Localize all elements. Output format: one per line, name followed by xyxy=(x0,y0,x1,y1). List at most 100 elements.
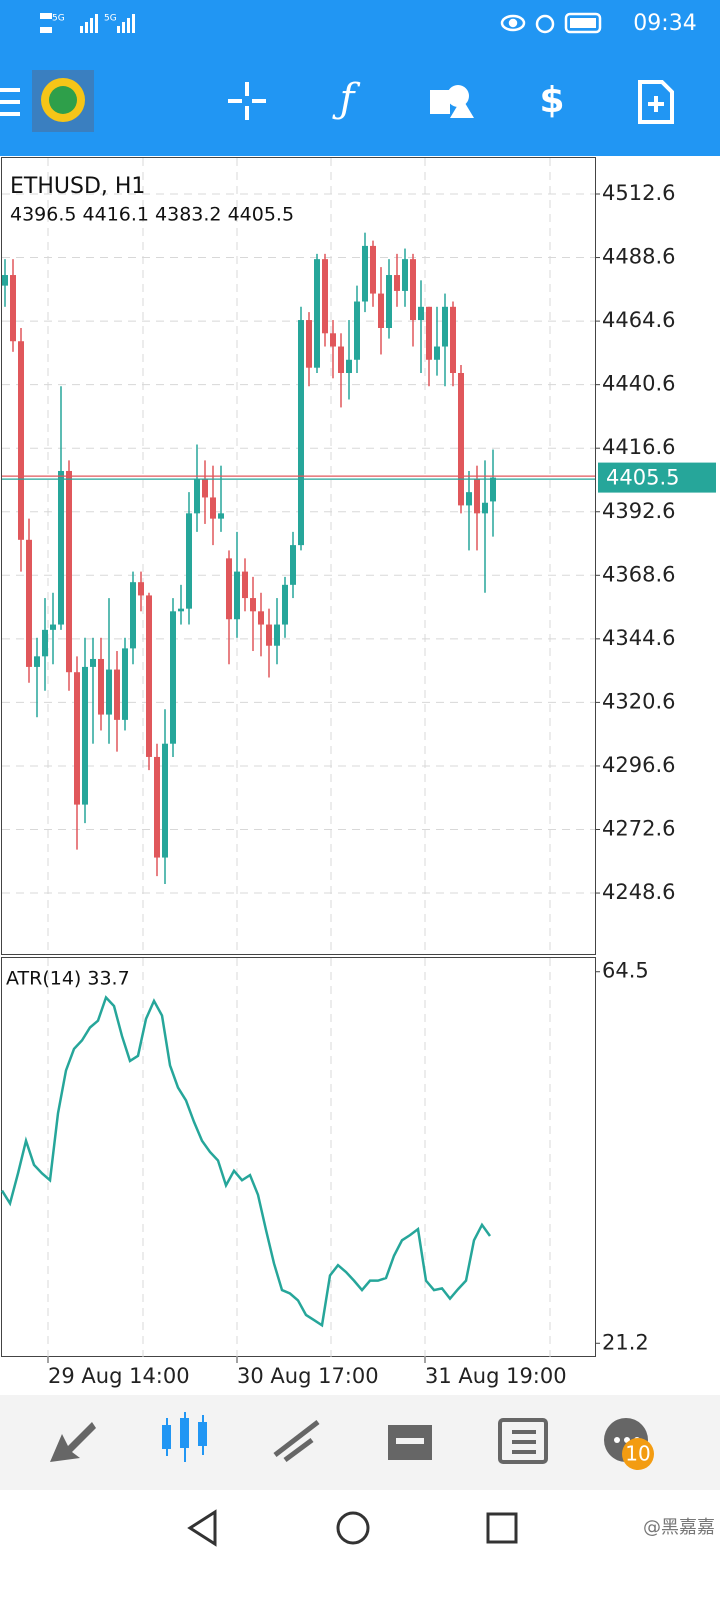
y-tick-label: 4512.6 xyxy=(602,181,675,205)
candle-body xyxy=(402,259,408,291)
candle-body xyxy=(290,545,296,585)
history-tab[interactable] xyxy=(388,1425,432,1460)
recents-button[interactable] xyxy=(486,1512,518,1544)
candle-body xyxy=(490,477,496,502)
crosshair-button[interactable] xyxy=(228,82,266,120)
candle-body xyxy=(450,306,456,374)
ohlc-readout: 4396.5 4416.1 4383.2 4405.5 xyxy=(10,204,294,226)
candle-body xyxy=(2,275,8,286)
y-tick-label: 4368.6 xyxy=(602,562,675,586)
trade-button[interactable]: $ xyxy=(539,80,564,121)
candle-body xyxy=(82,666,88,805)
candle-body xyxy=(306,320,312,368)
candle-body xyxy=(234,571,240,620)
candle-body xyxy=(426,306,432,360)
candle-body xyxy=(138,582,144,596)
candle-body xyxy=(154,756,160,858)
candle-body xyxy=(370,245,376,294)
candle-body xyxy=(130,582,136,649)
candle-body xyxy=(178,608,184,612)
candle-body xyxy=(74,672,80,805)
candle-body xyxy=(210,497,216,519)
new-order-button[interactable] xyxy=(638,80,674,124)
candle-body xyxy=(474,478,480,514)
candle-body xyxy=(42,629,48,657)
candle-body xyxy=(242,571,248,599)
candle-body xyxy=(354,301,360,360)
candle-body xyxy=(50,624,56,630)
candle-body xyxy=(58,470,64,625)
home-button[interactable] xyxy=(336,1511,370,1545)
y-tick-label: 4488.6 xyxy=(602,245,675,269)
signal-icons xyxy=(40,13,135,33)
chart-tab[interactable] xyxy=(162,1412,207,1462)
trade-tab[interactable] xyxy=(273,1420,320,1463)
candle-body xyxy=(466,492,472,506)
watermark: @黑嘉嘉 xyxy=(643,1517,715,1538)
candle-body xyxy=(18,341,24,540)
indicator-title: ATR(14) 33.7 xyxy=(6,968,130,990)
candle-body xyxy=(258,611,264,625)
y-tick-label: 4344.6 xyxy=(602,626,675,650)
candle-body xyxy=(10,275,16,342)
candle-body xyxy=(314,259,320,368)
candle-body xyxy=(346,359,352,374)
y-tick-label: 4320.6 xyxy=(602,689,675,713)
candle-body xyxy=(378,293,384,328)
price-pane-frame xyxy=(1,157,596,955)
y-tick-label: 4248.6 xyxy=(602,880,675,904)
candle-body xyxy=(98,658,104,715)
candle-body xyxy=(394,275,400,291)
candle-body xyxy=(266,624,272,646)
y-tick-label: 4464.6 xyxy=(602,308,675,332)
candle-body xyxy=(66,470,72,673)
network-label: 5G xyxy=(52,14,65,24)
candle-body xyxy=(146,595,152,757)
candle-body xyxy=(434,346,440,360)
candle-body xyxy=(202,478,208,498)
app-logo[interactable] xyxy=(32,70,94,132)
candle-body xyxy=(442,306,448,347)
candle-body xyxy=(34,656,40,667)
system-nav xyxy=(187,1509,518,1547)
y-tick-label: 64.5 xyxy=(602,959,649,983)
clock: 09:34 xyxy=(633,11,696,36)
quotes-tab[interactable] xyxy=(50,1422,96,1462)
y-tick-label: 4272.6 xyxy=(602,816,675,840)
news-tab[interactable] xyxy=(498,1418,548,1464)
candle-body xyxy=(282,584,288,625)
y-tick-label: 4296.6 xyxy=(602,753,675,777)
candle-body xyxy=(162,743,168,858)
candle-body xyxy=(418,306,424,321)
candle-body xyxy=(186,513,192,609)
messages-tab[interactable]: 10 xyxy=(604,1418,654,1470)
candle-body xyxy=(194,478,200,514)
objects-button[interactable] xyxy=(430,85,474,118)
x-tick-label: 29 Aug 14:00 xyxy=(48,1364,190,1388)
chart-title: ETHUSD, H1 xyxy=(10,174,145,199)
candle-body xyxy=(330,333,336,347)
x-tick-label: 31 Aug 19:00 xyxy=(425,1364,567,1388)
indicator-pane-frame xyxy=(1,957,596,1357)
candle-body xyxy=(218,513,224,519)
candle-body xyxy=(458,373,464,506)
back-button[interactable] xyxy=(187,1509,217,1547)
menu-button[interactable] xyxy=(0,88,20,116)
x-tick-label: 30 Aug 17:00 xyxy=(237,1364,379,1388)
y-tick-label: 21.2 xyxy=(602,1330,649,1354)
y-tick-label: 4416.6 xyxy=(602,435,675,459)
candle-body xyxy=(170,611,176,744)
candle-body xyxy=(106,669,112,715)
candle-body xyxy=(362,245,368,302)
network-label: 5G xyxy=(104,14,117,24)
candle-body xyxy=(410,259,416,321)
bottom-nav xyxy=(0,1395,720,1490)
status-icons xyxy=(500,12,602,34)
last-price-label: 4405.5 xyxy=(606,466,679,490)
candle-body xyxy=(274,624,280,646)
candle-body xyxy=(322,259,328,334)
candle-body xyxy=(122,648,128,720)
candle-body xyxy=(386,275,392,328)
